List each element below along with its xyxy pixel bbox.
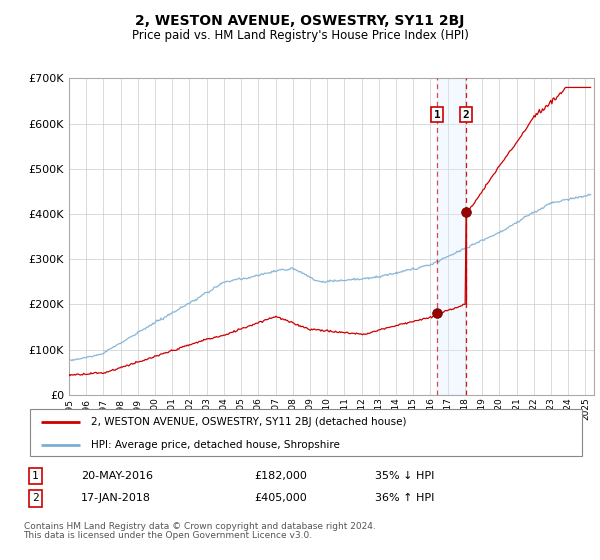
- Text: 2: 2: [32, 493, 38, 503]
- Text: 36% ↑ HPI: 36% ↑ HPI: [375, 493, 434, 503]
- Text: Price paid vs. HM Land Registry's House Price Index (HPI): Price paid vs. HM Land Registry's House …: [131, 29, 469, 42]
- Text: 1: 1: [434, 110, 440, 120]
- Text: 2, WESTON AVENUE, OSWESTRY, SY11 2BJ: 2, WESTON AVENUE, OSWESTRY, SY11 2BJ: [136, 14, 464, 28]
- Text: Contains HM Land Registry data © Crown copyright and database right 2024.: Contains HM Land Registry data © Crown c…: [23, 522, 375, 531]
- Text: £405,000: £405,000: [254, 493, 307, 503]
- Text: £182,000: £182,000: [254, 470, 307, 480]
- FancyBboxPatch shape: [30, 409, 582, 456]
- Text: 1: 1: [32, 470, 38, 480]
- Text: 35% ↓ HPI: 35% ↓ HPI: [375, 470, 434, 480]
- Text: This data is licensed under the Open Government Licence v3.0.: This data is licensed under the Open Gov…: [23, 531, 313, 540]
- Bar: [437, 78, 466, 395]
- Text: 2, WESTON AVENUE, OSWESTRY, SY11 2BJ (detached house): 2, WESTON AVENUE, OSWESTRY, SY11 2BJ (de…: [91, 417, 406, 427]
- Text: 20-MAY-2016: 20-MAY-2016: [81, 470, 153, 480]
- Text: 2: 2: [463, 110, 469, 120]
- Text: HPI: Average price, detached house, Shropshire: HPI: Average price, detached house, Shro…: [91, 440, 340, 450]
- Text: 17-JAN-2018: 17-JAN-2018: [81, 493, 151, 503]
